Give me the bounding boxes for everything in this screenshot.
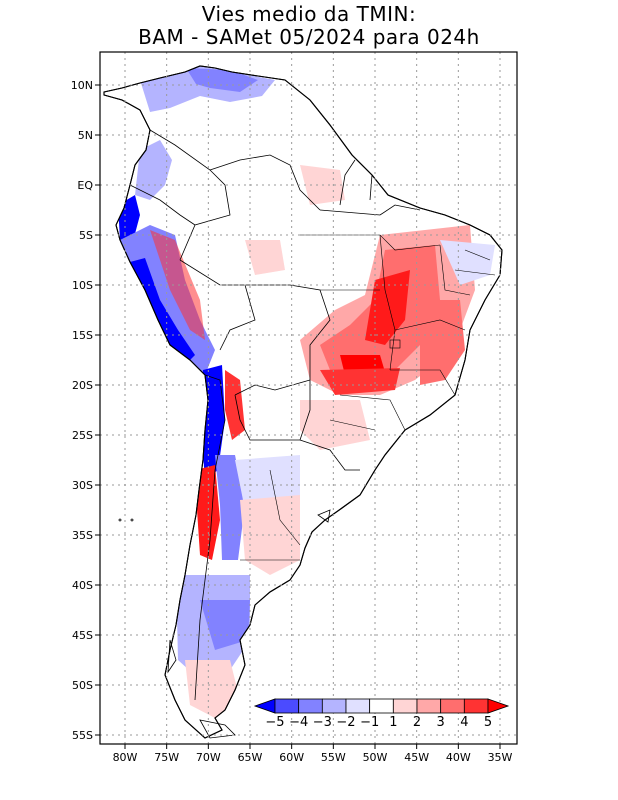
colorbar-label: 4 xyxy=(460,715,468,730)
island-dot-2 xyxy=(130,518,134,522)
colorbar-segment xyxy=(345,698,371,714)
bias-shading xyxy=(118,66,495,718)
y-tick-label: 40S xyxy=(72,579,93,592)
colorbar-segment xyxy=(321,698,347,714)
colorbar-label: −1 xyxy=(360,715,379,730)
shade-brazil-strong-1 xyxy=(365,270,410,345)
axes: 80W 75W 70W 65W 60W 55W 50W 45W 40W 35W 10N 5N EQ 5S 1… xyxy=(71,79,513,764)
island-small xyxy=(317,509,331,523)
border-suriname xyxy=(369,174,373,201)
border-chile-arg xyxy=(194,374,226,701)
colorbar-label: 3 xyxy=(437,715,445,730)
state-border-5 xyxy=(439,244,471,296)
plot-frame xyxy=(99,51,518,745)
state-border-4 xyxy=(394,319,466,331)
colorbar-label: −3 xyxy=(313,715,332,730)
title-line-1: Vies medio da TMIN: xyxy=(201,2,417,26)
shade-southern-pink xyxy=(185,660,240,718)
shade-brazil-strong-3 xyxy=(320,368,400,395)
shade-north-blue-2 xyxy=(186,68,258,92)
shade-northeast-light-blue xyxy=(440,240,495,285)
y-tick-label: 55S xyxy=(72,729,93,742)
coastline-outline xyxy=(103,65,503,739)
y-tick-label: 25S xyxy=(72,429,93,442)
y-tick-label: 45S xyxy=(72,629,93,642)
island-dot-1 xyxy=(118,518,122,522)
colorbar: −5 −4 −3 −2 −1 1 2 3 4 5 xyxy=(253,698,510,730)
state-border-8 xyxy=(329,419,376,431)
colorbar-label: −4 xyxy=(289,715,308,730)
chiloe-area xyxy=(167,639,177,674)
x-tick-label: 40W xyxy=(446,751,471,764)
colorbar-label: −5 xyxy=(265,715,284,730)
grid-lines xyxy=(100,52,517,744)
y-tick-label: 20S xyxy=(72,379,93,392)
shade-south-brazil-pink xyxy=(300,400,370,450)
y-tick-label: EQ xyxy=(77,179,93,192)
colorbar-segment xyxy=(369,698,394,714)
y-tick-label: 15S xyxy=(72,329,93,342)
colorbar-segment xyxy=(274,698,300,714)
border-guyana xyxy=(339,159,356,206)
shade-patagonia-blue-2 xyxy=(200,600,250,650)
y-tick-label: 50S xyxy=(72,679,93,692)
country-borders xyxy=(129,129,421,701)
colorbar-label: 1 xyxy=(389,715,397,730)
colorbar-segment xyxy=(440,698,465,714)
x-tick-label: 70W xyxy=(196,751,221,764)
y-tick-label: 5N xyxy=(78,129,93,142)
y-tick-label: 5S xyxy=(79,229,93,242)
state-border-7 xyxy=(339,394,406,431)
colorbar-segment xyxy=(416,698,442,714)
x-tick-label: 65W xyxy=(238,751,263,764)
border-bolivia xyxy=(234,284,331,396)
border-peru-brazil xyxy=(179,259,256,351)
y-tick-label: 30S xyxy=(72,479,93,492)
shade-peru-red xyxy=(150,230,205,340)
colorbar-segment xyxy=(463,698,489,714)
x-tick-label: 80W xyxy=(113,751,138,764)
shade-amazon-pink-2 xyxy=(245,240,285,275)
y-tick-label: 10N xyxy=(71,79,93,92)
colorbar-segment xyxy=(392,698,418,714)
colorbar-label: 2 xyxy=(413,715,421,730)
x-tick-label: 35W xyxy=(488,751,513,764)
border-paraguay-arg xyxy=(234,380,311,441)
x-tick-label: 75W xyxy=(154,751,179,764)
x-tick-label: 55W xyxy=(321,751,346,764)
colorbar-label: −2 xyxy=(336,715,355,730)
x-tick-label: 60W xyxy=(279,751,304,764)
federal-district xyxy=(389,339,401,349)
title-line-2: BAM - SAMet 05/2024 para 024h xyxy=(138,25,480,49)
shade-cuyo-blue xyxy=(215,455,245,560)
y-tick-label: 10S xyxy=(72,279,93,292)
state-border-9 xyxy=(464,249,491,261)
shade-colombia xyxy=(135,140,172,200)
shade-altiplano-red xyxy=(225,370,245,440)
state-border-arg-1 xyxy=(269,469,301,546)
colorbar-segment xyxy=(298,698,323,714)
y-tick-label: 35S xyxy=(72,529,93,542)
border-uruguay xyxy=(299,439,360,471)
colorbar-max-arrow xyxy=(487,698,510,714)
shade-bahia-red xyxy=(420,300,465,385)
tierra-del-fuego xyxy=(199,719,236,739)
state-border-6 xyxy=(390,369,456,396)
x-tick-label: 50W xyxy=(363,751,388,764)
x-tick-label: 45W xyxy=(404,751,429,764)
colorbar-label: 5 xyxy=(484,715,492,730)
islands xyxy=(118,509,331,739)
state-border-10 xyxy=(454,269,496,276)
state-border-2 xyxy=(379,234,396,371)
border-guianas xyxy=(319,204,421,216)
border-venezuela xyxy=(209,154,321,211)
border-ecuador xyxy=(129,184,196,226)
